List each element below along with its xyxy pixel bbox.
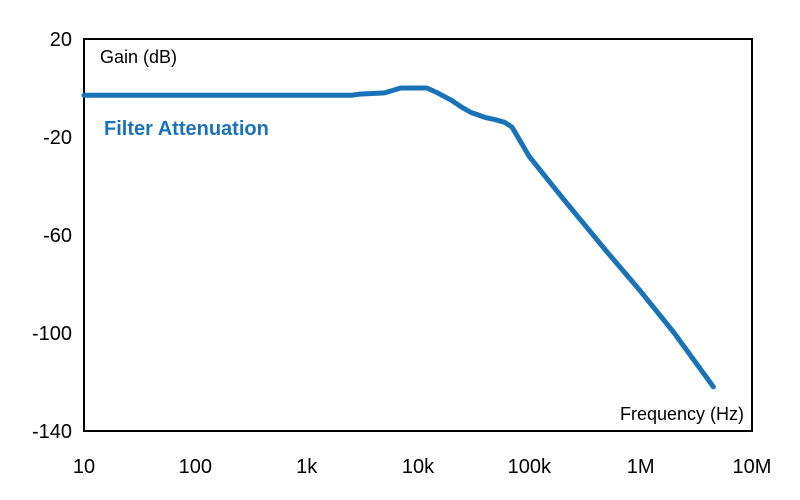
- y-tick-label: 20: [50, 29, 72, 51]
- y-tick-label: -100: [32, 323, 72, 345]
- x-tick-label: 100: [179, 456, 212, 478]
- x-tick-label: 1M: [627, 456, 655, 478]
- x-tick-label: 10k: [402, 456, 435, 478]
- y-tick-label: -60: [43, 225, 72, 247]
- x-tick-label: 10: [73, 456, 95, 478]
- x-tick-label: 100k: [508, 456, 552, 478]
- series-label-filter-attenuation: Filter Attenuation: [104, 118, 269, 140]
- x-tick-labels: 10 100 1k 10k 100k 1M 10M: [73, 456, 772, 478]
- x-axis-title: Frequency (Hz): [620, 404, 744, 424]
- y-axis-title: Gain (dB): [100, 47, 177, 67]
- y-tick-labels: 20 -20 -60 -100 -140: [32, 29, 72, 443]
- series-line-filter-attenuation: [81, 85, 716, 390]
- x-tick-label: 10M: [733, 456, 772, 478]
- x-tick-label: 1k: [296, 456, 318, 478]
- y-tick-label: -20: [43, 127, 72, 149]
- y-tick-label: -140: [32, 421, 72, 443]
- plot-area-frame: [83, 38, 753, 432]
